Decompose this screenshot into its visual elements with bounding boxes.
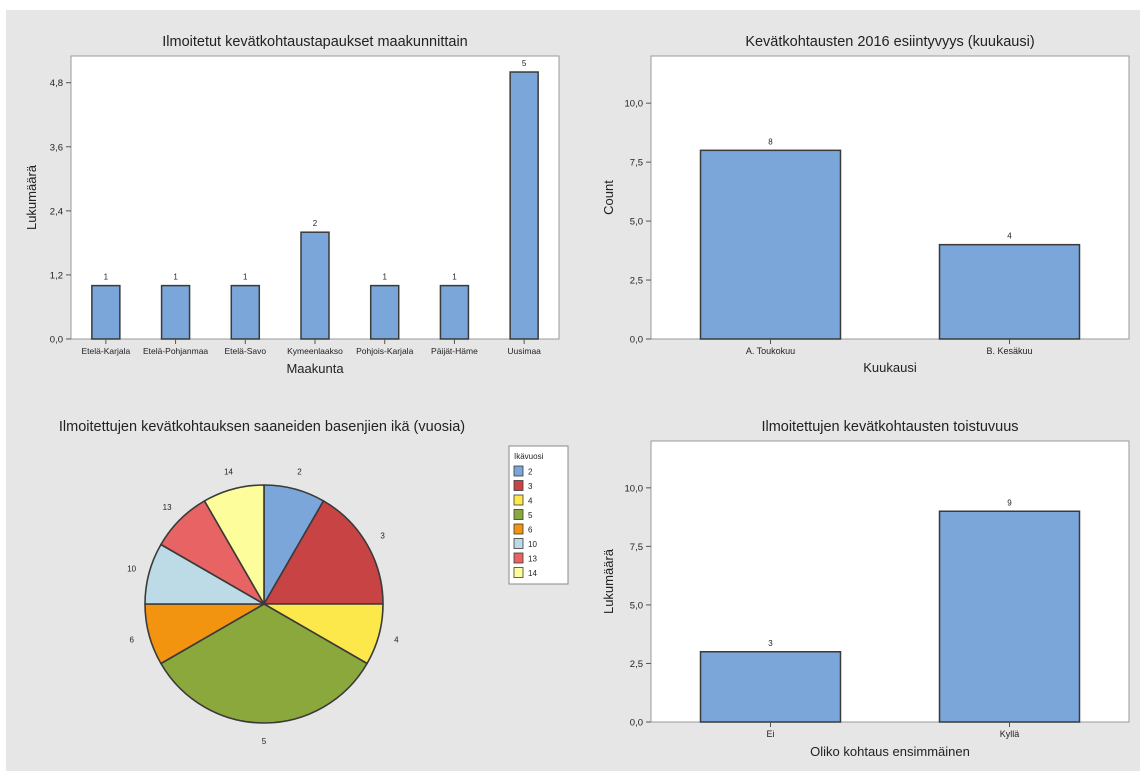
y-tick-label: 0,0 bbox=[630, 335, 643, 346]
y-axis-label: Lukumäärä bbox=[24, 164, 39, 230]
bar-chart-1: Kevätkohtausten 2016 esiintyvyys (kuukau… bbox=[601, 34, 1130, 375]
bar bbox=[938, 510, 1081, 723]
bar bbox=[938, 243, 1081, 340]
slice-label: 2 bbox=[297, 468, 302, 477]
pie-slice bbox=[263, 500, 384, 605]
data-label: 4 bbox=[1007, 232, 1012, 241]
bar bbox=[509, 71, 539, 340]
pie-slice bbox=[203, 484, 265, 605]
chart-title: Ilmoitettujen kevätkohtauksen saaneiden … bbox=[59, 419, 465, 435]
slice-label: 10 bbox=[127, 565, 136, 574]
data-label: 1 bbox=[243, 273, 248, 282]
data-label: 2 bbox=[313, 219, 318, 228]
data-label: 5 bbox=[522, 59, 527, 68]
data-label: 9 bbox=[1007, 498, 1012, 507]
y-tick-label: 7,5 bbox=[630, 158, 643, 169]
bar bbox=[699, 149, 842, 340]
slice-label: 14 bbox=[224, 468, 233, 477]
x-tick-label: Kymeenlaakso bbox=[287, 346, 343, 356]
x-axis-label: Maakunta bbox=[286, 361, 344, 376]
x-tick-label: A. Toukokuu bbox=[746, 346, 795, 356]
x-tick-label: Etelä-Savo bbox=[224, 346, 266, 356]
bar bbox=[160, 284, 191, 340]
legend-swatch bbox=[513, 480, 524, 491]
bar-chart-3: Ilmoitettujen kevätkohtausten toistuvuus… bbox=[601, 419, 1130, 759]
y-tick-label: 1,2 bbox=[50, 270, 63, 281]
slice-label: 13 bbox=[163, 503, 172, 512]
slice-label: 5 bbox=[262, 737, 267, 746]
legend-entry: 5 bbox=[528, 511, 533, 520]
chart-title: Kevätkohtausten 2016 esiintyvyys (kuukau… bbox=[745, 34, 1034, 50]
x-tick-label: Etelä-Karjala bbox=[82, 346, 131, 356]
x-tick-label: Kyllä bbox=[1000, 729, 1020, 739]
bar bbox=[91, 284, 121, 340]
y-tick-label: 0,0 bbox=[50, 335, 63, 346]
data-label: 1 bbox=[382, 273, 387, 282]
x-tick-label: B. Kesäkuu bbox=[986, 346, 1032, 356]
bar bbox=[230, 284, 261, 340]
legend-swatch bbox=[513, 494, 524, 506]
legend-entry: 13 bbox=[528, 555, 537, 564]
data-label: 3 bbox=[768, 639, 773, 648]
legend-swatch bbox=[513, 523, 524, 535]
legend-entry: 14 bbox=[528, 569, 537, 578]
x-tick-label: Etelä-Pohjanmaa bbox=[143, 346, 208, 356]
x-axis-label: Kuukausi bbox=[863, 360, 917, 375]
slice-label: 4 bbox=[394, 635, 399, 644]
data-label: 1 bbox=[104, 273, 109, 282]
legend-entry: 10 bbox=[528, 540, 537, 549]
x-tick-label: Uusimaa bbox=[507, 346, 541, 356]
legend-swatch bbox=[513, 465, 524, 477]
legend-swatch bbox=[513, 509, 524, 520]
x-axis-label: Oliko kohtaus ensimmäinen bbox=[810, 744, 970, 759]
legend-title: Ikävuosi bbox=[514, 452, 544, 461]
y-tick-label: 3,6 bbox=[50, 142, 63, 153]
legend-swatch bbox=[513, 552, 524, 564]
data-label: 1 bbox=[452, 273, 457, 282]
data-label: 8 bbox=[768, 137, 773, 146]
y-axis-label: Count bbox=[601, 180, 616, 215]
x-tick-label: Pohjois-Karjala bbox=[356, 346, 413, 356]
bar bbox=[300, 231, 330, 340]
y-tick-label: 7,5 bbox=[630, 542, 643, 553]
legend-entry: 2 bbox=[528, 468, 533, 477]
y-tick-label: 10,0 bbox=[625, 483, 644, 494]
bar-chart-0: Ilmoitetut kevätkohtaustapaukset maakunn… bbox=[24, 34, 560, 376]
slice-label: 3 bbox=[380, 532, 385, 541]
bar bbox=[369, 284, 400, 340]
y-tick-label: 5,0 bbox=[630, 600, 643, 611]
x-tick-label: Päijät-Häme bbox=[431, 346, 478, 356]
legend-swatch bbox=[513, 567, 524, 578]
bar bbox=[439, 284, 470, 340]
y-tick-label: 2,5 bbox=[630, 659, 643, 670]
chart-title: Ilmoitettujen kevätkohtausten toistuvuus bbox=[761, 419, 1018, 435]
y-tick-label: 0,0 bbox=[630, 718, 643, 729]
data-label: 1 bbox=[173, 273, 178, 282]
y-tick-label: 4,8 bbox=[50, 78, 63, 89]
legend-entry: 4 bbox=[528, 497, 533, 506]
chart-title: Ilmoitetut kevätkohtaustapaukset maakunn… bbox=[162, 34, 467, 50]
x-tick-label: Ei bbox=[766, 729, 774, 739]
legend-swatch bbox=[513, 538, 524, 549]
slice-label: 6 bbox=[129, 635, 134, 644]
y-tick-label: 2,4 bbox=[50, 206, 63, 217]
legend-entry: 6 bbox=[528, 526, 533, 535]
y-tick-label: 10,0 bbox=[625, 99, 644, 110]
y-tick-label: 5,0 bbox=[630, 217, 643, 228]
bar bbox=[699, 651, 842, 723]
legend-entry: 3 bbox=[528, 482, 533, 491]
y-axis-label: Lukumäärä bbox=[601, 548, 616, 614]
y-tick-label: 2,5 bbox=[630, 276, 643, 287]
pie-chart: Ilmoitettujen kevätkohtauksen saaneiden … bbox=[59, 419, 569, 746]
